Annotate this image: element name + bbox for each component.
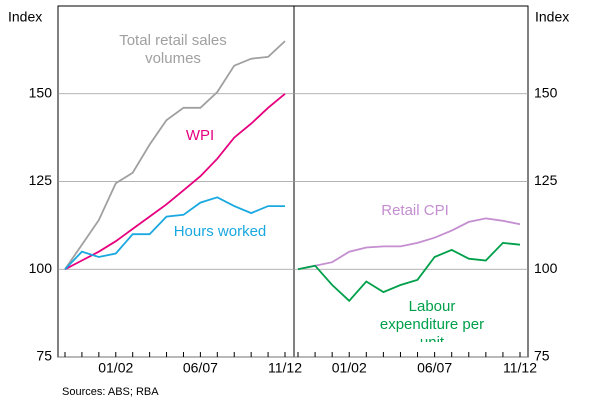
series-label-box: Labour expenditure per unit: [379, 298, 485, 342]
series-line: [64, 196, 285, 270]
series-line: [297, 241, 521, 303]
y-axis-label: Index: [8, 9, 42, 25]
x-tick-label: 01/02: [332, 360, 367, 376]
lines: [64, 40, 521, 303]
grid: [58, 93, 528, 358]
series-label-box: Retail CPI: [381, 202, 449, 219]
source-note: Sources: ABS; RBA: [62, 386, 159, 398]
y-tick-label: 100: [29, 260, 53, 276]
series-line: [64, 93, 286, 271]
y-tick-label: 125: [29, 172, 53, 188]
y-tick-label: 150: [534, 84, 558, 100]
series-label: WPI: [185, 127, 215, 144]
x-tick-label: 11/12: [268, 360, 302, 376]
x-tick-label: 06/07: [183, 360, 218, 376]
y-axis-label: Index: [535, 9, 569, 25]
y-tick-label: 75: [36, 348, 52, 364]
y-tick-label: 100: [534, 260, 558, 276]
y-tick-label: 125: [534, 172, 558, 188]
y-tick-label: 150: [29, 84, 53, 100]
x-tick-label: 11/12: [503, 360, 537, 376]
series-label-box: Total retail sales volumes: [119, 32, 227, 67]
series-line: [64, 40, 286, 270]
series-line: [297, 217, 521, 271]
y-tick-label: 75: [534, 348, 550, 364]
series-label: Hours worked: [173, 223, 267, 240]
x-tick-label: 06/07: [417, 360, 452, 376]
series-label: Labour expenditure per unit: [379, 298, 485, 342]
series-label: Retail CPI: [381, 202, 449, 219]
series-label: Total retail sales volumes: [119, 32, 227, 67]
x-tick-label: 01/02: [98, 360, 133, 376]
series-label-box: WPI: [185, 127, 215, 144]
series-label-box: Hours worked: [173, 223, 267, 240]
